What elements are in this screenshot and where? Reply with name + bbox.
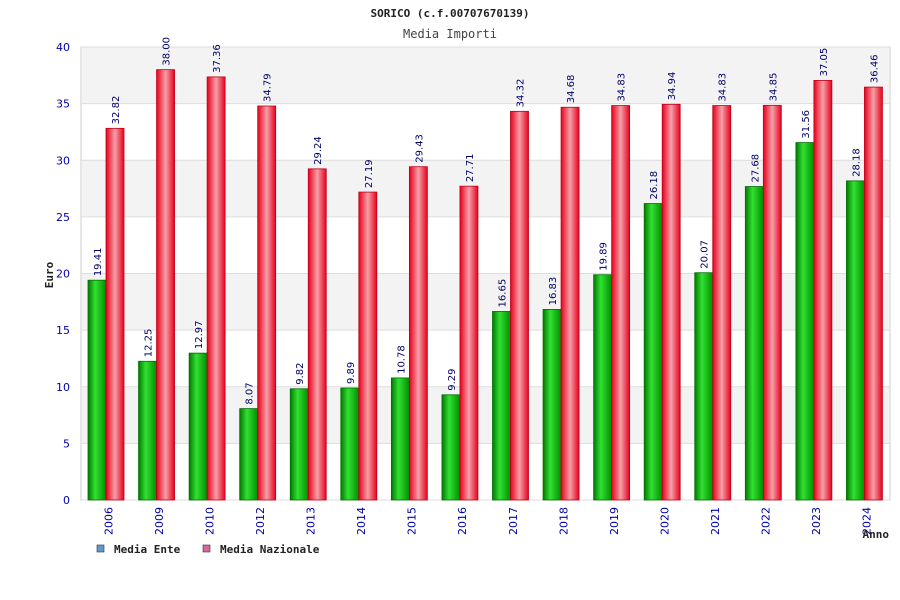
- bar-value-label: 10.78: [396, 345, 407, 374]
- bar-value-label: 19.41: [93, 248, 104, 277]
- bar-value-label: 29.24: [313, 136, 324, 165]
- bar-media-nazionale: [408, 166, 428, 501]
- bar-media-nazionale: [307, 168, 327, 501]
- bar-value-label: 19.89: [599, 242, 610, 271]
- bar-media-nazionale: [560, 106, 580, 501]
- bar-value-label: 34.68: [566, 75, 577, 104]
- bar-value-label: 29.43: [414, 134, 425, 163]
- bar-media-ente: [340, 387, 360, 501]
- bar-value-label: 16.83: [548, 277, 559, 306]
- y-axis-label: Euro: [43, 261, 56, 288]
- x-tick-label: 2017: [507, 507, 520, 535]
- bar-value-label: 36.46: [869, 54, 880, 83]
- x-axis-label: Anno: [863, 528, 890, 541]
- x-tick-label: 2023: [810, 507, 823, 535]
- y-tick-label: 20: [56, 268, 70, 281]
- bar-media-nazionale: [712, 105, 732, 501]
- bar-value-label: 34.85: [768, 73, 779, 102]
- bar-media-ente: [441, 394, 461, 501]
- bar-value-label: 26.18: [649, 171, 660, 200]
- bar-media-ente: [492, 311, 511, 501]
- bar-media-ente: [694, 272, 714, 501]
- y-tick-label: 30: [56, 154, 70, 167]
- x-tick-label: 2009: [153, 507, 166, 535]
- bar-value-label: 27.68: [750, 154, 761, 183]
- chart-subtitle: Media Importi: [403, 27, 497, 41]
- bar-value-label: 20.07: [700, 240, 711, 269]
- bar-media-nazionale: [661, 103, 681, 501]
- y-tick-label: 15: [56, 324, 70, 337]
- y-tick-label: 40: [56, 41, 70, 54]
- bar-media-ente: [846, 180, 865, 501]
- bar-media-ente: [744, 186, 764, 501]
- x-tick-label: 2012: [254, 507, 267, 535]
- bar-media-nazionale: [864, 86, 883, 501]
- bar-value-label: 34.32: [516, 79, 527, 108]
- bar-value-label: 8.07: [245, 382, 256, 404]
- bar-media-nazionale: [510, 110, 529, 501]
- bar-media-ente: [87, 279, 107, 501]
- x-tick-label: 2013: [305, 507, 318, 535]
- x-tick-label: 2022: [760, 507, 773, 535]
- bar-media-nazionale: [459, 185, 479, 501]
- bar-value-label: 31.56: [801, 110, 812, 139]
- x-tick-label: 2021: [709, 507, 722, 535]
- bar-value-label: 9.89: [346, 362, 357, 384]
- y-tick-label: 35: [56, 98, 70, 111]
- y-tick-label: 10: [56, 381, 70, 394]
- bar-value-label: 37.05: [819, 48, 830, 77]
- x-tick-label: 2018: [557, 507, 570, 535]
- legend-swatch: [96, 544, 105, 553]
- x-tick-label: 2006: [102, 507, 115, 535]
- bar-value-label: 9.29: [447, 369, 458, 391]
- bar-media-nazionale: [358, 191, 378, 501]
- bar-value-label: 34.79: [263, 73, 274, 102]
- bar-value-label: 28.18: [851, 148, 862, 177]
- legend-label: Media Ente: [114, 543, 181, 556]
- bar-media-ente: [138, 360, 157, 501]
- x-tick-label: 2016: [456, 507, 469, 535]
- bar-media-ente: [239, 408, 259, 501]
- bar-value-label: 12.97: [194, 320, 205, 349]
- chart-title: SORICO (c.f.00707670139): [371, 7, 530, 20]
- bar-media-nazionale: [257, 105, 277, 501]
- bar-media-ente: [542, 309, 562, 501]
- legend: Media Ente Media Nazionale: [96, 543, 320, 556]
- bar-media-nazionale: [206, 76, 226, 501]
- bar-value-label: 27.71: [465, 154, 476, 183]
- y-tick-label: 0: [63, 494, 70, 507]
- bar-value-label: 32.82: [111, 96, 122, 125]
- bar-value-label: 16.65: [498, 279, 509, 308]
- bar-value-label: 34.83: [718, 73, 729, 102]
- bar-value-label: 34.94: [667, 72, 678, 101]
- bar-value-label: 38.00: [162, 37, 173, 66]
- y-tick-label: 5: [63, 437, 70, 450]
- bar-media-nazionale: [762, 104, 782, 501]
- x-tick-label: 2010: [203, 507, 216, 535]
- bar-media-ente: [643, 203, 663, 501]
- bar-media-ente: [390, 377, 410, 501]
- bar-value-label: 12.25: [144, 329, 155, 358]
- legend-label: Media Nazionale: [220, 543, 320, 556]
- x-tick-label: 2020: [658, 507, 671, 535]
- x-tick-label: 2014: [355, 507, 368, 535]
- x-tick-label: 2024: [861, 507, 874, 535]
- bar-media-nazionale: [611, 105, 631, 501]
- bar-media-ente: [795, 142, 815, 501]
- bar-media-nazionale: [813, 80, 833, 501]
- x-tick-label: 2019: [608, 507, 621, 535]
- bar-media-ente: [289, 388, 309, 501]
- legend-swatch: [202, 544, 211, 553]
- bar-value-label: 37.36: [212, 44, 223, 73]
- y-tick-label: 25: [56, 211, 70, 224]
- bar-media-ente: [593, 274, 613, 501]
- bar-value-label: 9.82: [295, 363, 306, 385]
- bar-media-ente: [188, 352, 208, 501]
- bar-value-label: 27.19: [364, 159, 375, 188]
- bar-value-label: 34.83: [617, 73, 628, 102]
- bar-media-nazionale: [156, 69, 175, 501]
- bar-media-nazionale: [105, 127, 125, 501]
- x-tick-label: 2015: [406, 507, 419, 535]
